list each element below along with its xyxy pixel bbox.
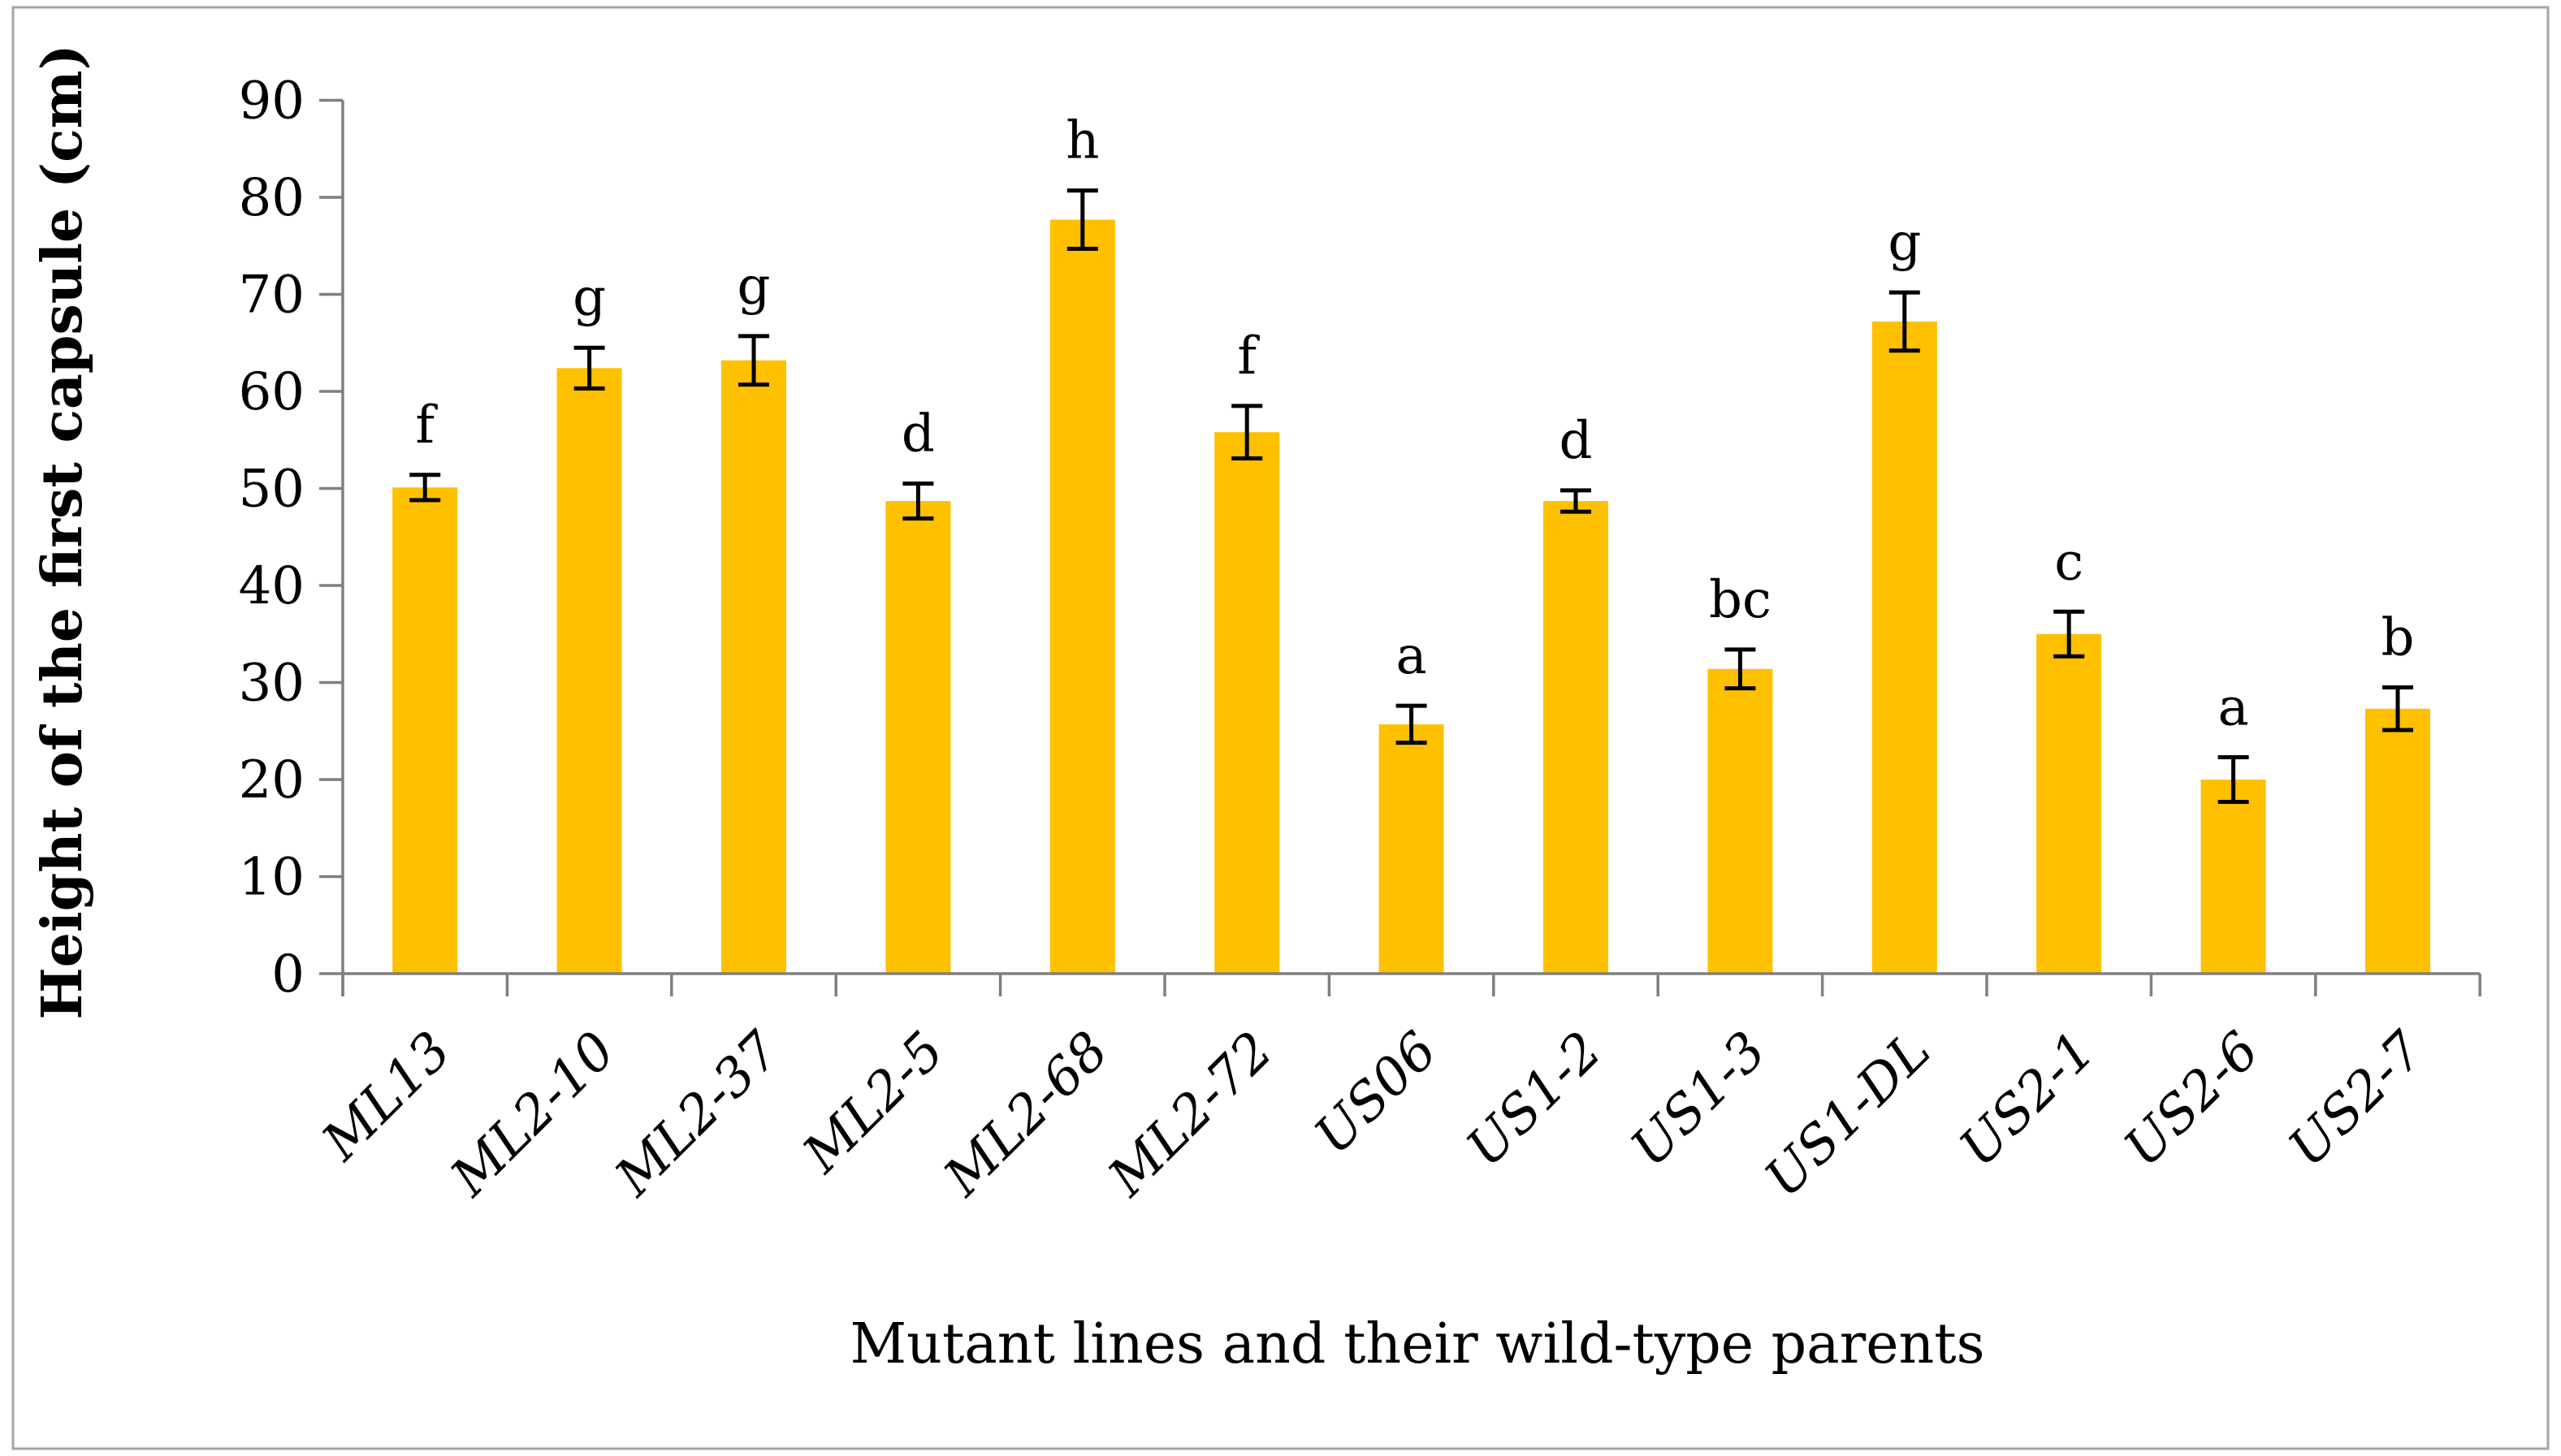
sig-letter-US2-6: a <box>2218 678 2249 738</box>
bar-US2-7 <box>2365 708 2430 974</box>
sig-letter-ML2-37: g <box>738 257 771 317</box>
x-axis-title: Mutant lines and their wild-type parents <box>850 1312 1985 1376</box>
figure-border <box>11 6 2550 1450</box>
bar-US1-DL <box>1871 321 1937 974</box>
sig-letter-US2-7: b <box>2381 607 2415 668</box>
bar-ML2-5 <box>885 501 951 974</box>
bar-US2-1 <box>2036 633 2102 974</box>
sig-letter-ML2-68: h <box>1066 111 1099 171</box>
bar-US1-2 <box>1543 501 1608 974</box>
y-tick-label: 90 <box>239 71 305 132</box>
bar-ML13 <box>392 487 458 974</box>
bar-ML2-68 <box>1049 219 1115 974</box>
y-axis-title: Height of the first capsule (cm) <box>30 44 95 1019</box>
sig-letter-US06: a <box>1396 626 1427 686</box>
sig-letter-US1-2: d <box>1560 411 1593 471</box>
y-tick-label: 20 <box>239 750 305 810</box>
sig-letter-ML2-5: d <box>902 404 935 464</box>
y-tick-label: 70 <box>239 266 305 326</box>
y-tick-labels: 0 10 20 30 40 50 60 70 80 90 <box>239 71 305 1005</box>
y-axis <box>319 98 344 996</box>
y-tick-label: 30 <box>239 654 305 714</box>
sig-letter-US1-DL: g <box>1888 213 1921 273</box>
bar-ML2-72 <box>1214 432 1280 974</box>
sig-letter-ML13: f <box>415 395 438 456</box>
y-tick-label: 10 <box>239 848 305 908</box>
y-tick-label: 80 <box>239 168 305 228</box>
sig-letter-ML2-72: f <box>1237 326 1260 387</box>
sig-letters-group: f g g d h f a d bc g c a b <box>415 111 2414 738</box>
y-tick-label: 40 <box>239 556 305 616</box>
bar-ML2-10 <box>556 368 622 974</box>
bars-group <box>392 219 2430 974</box>
sig-letter-US2-1: c <box>2054 532 2083 592</box>
bar-US2-6 <box>2200 780 2266 974</box>
bar-US06 <box>1378 724 1444 974</box>
y-tick-label: 50 <box>239 460 305 520</box>
bar-US1-3 <box>1707 668 1773 974</box>
y-tick-label: 0 <box>271 944 305 1005</box>
error-bars-group <box>409 188 2413 804</box>
y-tick-label: 60 <box>239 362 305 422</box>
sig-letter-ML2-10: g <box>573 268 606 328</box>
sig-letter-US1-3: bc <box>1709 570 1772 630</box>
bar-ML2-37 <box>721 360 786 974</box>
x-axis <box>341 972 2481 996</box>
